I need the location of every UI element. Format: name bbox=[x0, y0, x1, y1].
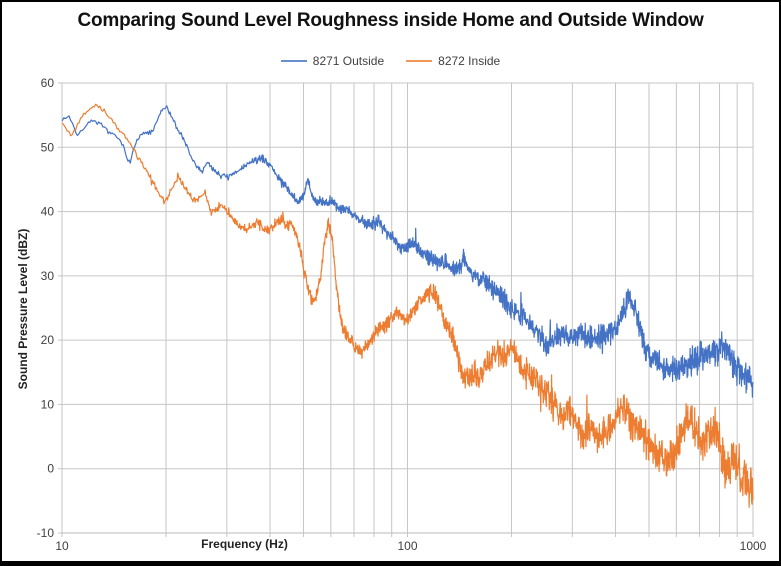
legend-item-outside: 8271 Outside bbox=[280, 54, 385, 68]
legend-label-inside: 8272 Inside bbox=[438, 54, 501, 68]
x-tick-label: 100 bbox=[397, 539, 417, 553]
legend-label-outside: 8271 Outside bbox=[312, 54, 385, 68]
y-tick-label: 50 bbox=[41, 140, 55, 154]
y-axis-title: Sound Pressure Level (dBZ) bbox=[16, 228, 30, 390]
series-line-8271-outside bbox=[62, 105, 754, 398]
y-tick-label: 0 bbox=[47, 462, 54, 476]
legend-line-swatch-outside bbox=[280, 60, 307, 62]
y-tick-label: 10 bbox=[41, 397, 55, 411]
y-tick-label: -10 bbox=[37, 526, 55, 540]
y-tick-label: 30 bbox=[41, 269, 55, 283]
chart-title: Comparing Sound Level Roughness inside H… bbox=[77, 10, 704, 31]
x-tick-label: 10 bbox=[55, 539, 69, 553]
x-axis-title: Frequency (Hz) bbox=[201, 537, 288, 551]
legend-line-swatch-inside bbox=[406, 60, 433, 62]
series-line-8272-inside bbox=[62, 103, 754, 508]
legend: 8271 Outside 8272 Inside bbox=[2, 54, 779, 68]
legend-item-inside: 8272 Inside bbox=[406, 54, 500, 68]
x-tick-label: 1000 bbox=[740, 539, 767, 553]
y-tick-label: 40 bbox=[41, 205, 55, 219]
y-tick-label: 20 bbox=[41, 333, 55, 347]
y-tick-label: 60 bbox=[41, 76, 55, 90]
